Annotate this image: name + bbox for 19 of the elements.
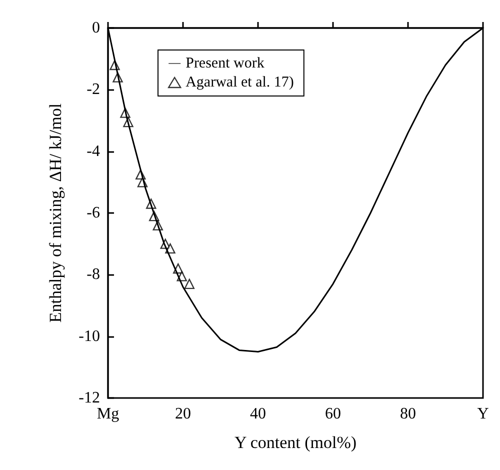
y-axis-title: Enthalpy of mixing, ΔH/ kJ/mol — [46, 103, 65, 323]
point — [165, 243, 176, 254]
y-tick-label: -10 — [78, 328, 100, 345]
x-tick-label: 80 — [400, 406, 416, 422]
x-tick-label: 40 — [250, 406, 266, 422]
y-tick-label: -4 — [86, 142, 100, 160]
y-tick-label: -2 — [86, 81, 100, 98]
legend-label: Agarwal et al. 17) — [186, 74, 294, 90]
x-tick-label: 20 — [175, 406, 191, 422]
legend-label: Present work — [186, 56, 265, 72]
x-tick-label: Y — [477, 406, 490, 422]
y-tick-label: 0 — [92, 20, 100, 36]
x-tick-label: Mg — [96, 406, 120, 422]
y-tick-label: -6 — [86, 204, 100, 222]
x-axis-title: Y content (mol%) — [234, 433, 357, 452]
point — [184, 278, 194, 290]
y-tick-label: -8 — [86, 266, 100, 284]
y-tick-label: -12 — [78, 390, 100, 406]
x-tick-label: 60 — [325, 406, 341, 422]
